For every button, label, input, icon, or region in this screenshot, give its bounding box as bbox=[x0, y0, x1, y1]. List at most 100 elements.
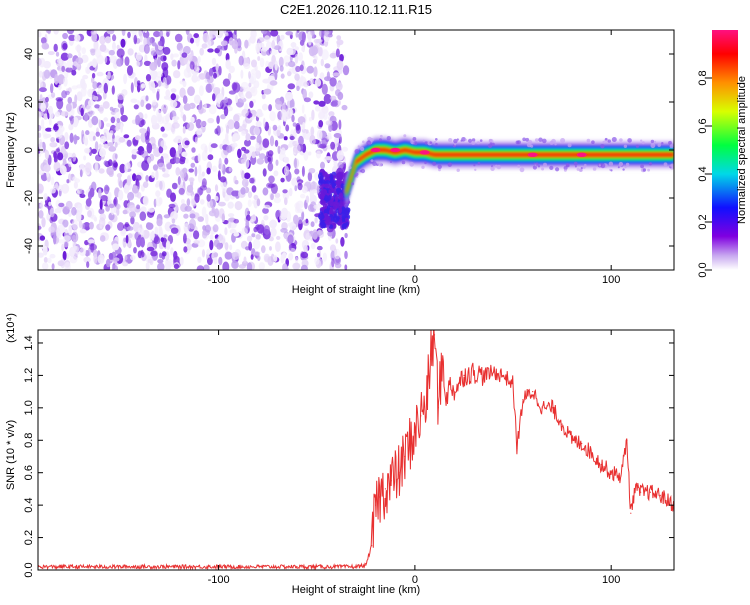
noise-speckle bbox=[302, 122, 306, 130]
signal-speckle bbox=[473, 164, 476, 167]
noise-speckle bbox=[232, 251, 240, 261]
signal-speckle bbox=[567, 143, 572, 148]
noise-speckle bbox=[143, 30, 150, 39]
noise-speckle bbox=[290, 42, 297, 48]
noise-speckle bbox=[246, 214, 251, 222]
snr-point bbox=[659, 494, 661, 496]
noise-speckle bbox=[157, 262, 165, 270]
noise-speckle bbox=[186, 198, 191, 207]
noise-speckle bbox=[262, 117, 266, 128]
noise-speckle bbox=[73, 181, 78, 189]
noise-speckle bbox=[135, 114, 141, 125]
noise-speckle bbox=[116, 253, 124, 264]
noise-speckle bbox=[288, 61, 296, 68]
noise-speckle bbox=[224, 194, 230, 202]
noise-speckle bbox=[313, 204, 319, 209]
noise-speckle bbox=[297, 216, 303, 224]
noise-speckle bbox=[161, 115, 169, 125]
snr-point bbox=[581, 442, 583, 445]
noise-speckle bbox=[201, 43, 208, 49]
noise-speckle bbox=[117, 93, 125, 101]
noise-speckle bbox=[116, 207, 120, 216]
noise-speckle bbox=[136, 204, 141, 210]
noise-speckle bbox=[40, 200, 43, 211]
noise-speckle bbox=[257, 113, 261, 118]
snr-plot-area bbox=[38, 330, 674, 570]
snr-panel: -100 0 100 0.0 0.2 0.4 0.6 0.8 1.0 1.2 1.4 Height … bbox=[5, 313, 675, 596]
noise-speckle bbox=[204, 224, 211, 233]
signal-band bbox=[346, 145, 674, 198]
noise-speckle bbox=[116, 44, 120, 50]
noise-speckle bbox=[146, 246, 155, 252]
signal-speckle bbox=[543, 162, 547, 167]
noise-speckle bbox=[248, 71, 251, 79]
noise-speckle bbox=[181, 151, 188, 158]
noise-speckle bbox=[150, 250, 158, 257]
noise-speckle bbox=[114, 108, 120, 119]
noise-speckle bbox=[214, 184, 219, 192]
signal-speckle bbox=[389, 160, 393, 163]
noise-speckle bbox=[206, 187, 212, 194]
noise-speckle bbox=[240, 158, 247, 164]
snr-point bbox=[512, 382, 514, 385]
noise-speckle bbox=[258, 262, 265, 270]
noise-speckle bbox=[43, 257, 48, 263]
noise-speckle bbox=[136, 150, 144, 155]
signal-speckle bbox=[496, 164, 502, 170]
noise-speckle bbox=[248, 241, 253, 251]
noise-speckle bbox=[192, 200, 196, 206]
noise-speckle bbox=[66, 179, 70, 184]
noise-speckle bbox=[100, 195, 108, 201]
noise-speckle bbox=[51, 92, 56, 98]
noise-speckle bbox=[124, 255, 128, 261]
noise-speckle bbox=[273, 197, 281, 204]
noise-speckle bbox=[295, 124, 301, 134]
noise-speckle bbox=[213, 252, 219, 258]
noise-speckle bbox=[150, 114, 158, 126]
snr-point bbox=[551, 407, 553, 409]
noise-speckle bbox=[324, 156, 333, 161]
noise-speckle bbox=[177, 143, 183, 154]
noise-speckle bbox=[201, 206, 207, 218]
noise-speckle bbox=[329, 77, 337, 87]
noise-speckle bbox=[126, 226, 134, 231]
noise-speckle bbox=[57, 74, 65, 85]
noise-speckle bbox=[124, 222, 129, 228]
noise-speckle bbox=[209, 234, 214, 241]
noise-speckle bbox=[107, 191, 112, 200]
noise-speckle bbox=[267, 156, 272, 162]
signal-speckle bbox=[401, 160, 406, 165]
noise-speckle bbox=[151, 99, 157, 106]
noise-speckle bbox=[241, 130, 246, 136]
noise-speckle bbox=[278, 111, 282, 119]
signal-speckle bbox=[429, 141, 433, 144]
noise-speckle bbox=[255, 70, 261, 80]
noise-speckle bbox=[266, 41, 272, 50]
noise-speckle bbox=[222, 78, 231, 87]
noise-speckle bbox=[160, 140, 166, 148]
snr-point bbox=[437, 407, 439, 409]
y-tick-label: 0.8 bbox=[23, 433, 35, 448]
noise-speckle bbox=[82, 134, 88, 145]
signal-speckle bbox=[412, 137, 417, 141]
noise-speckle bbox=[45, 96, 49, 103]
noise-speckle bbox=[336, 150, 344, 161]
noise-speckle bbox=[225, 32, 229, 37]
noise-speckle bbox=[50, 137, 56, 143]
signal-speckle bbox=[344, 203, 349, 208]
noise-speckle bbox=[49, 110, 54, 120]
noise-speckle bbox=[167, 262, 174, 268]
noise-speckle bbox=[175, 167, 181, 176]
noise-speckle bbox=[98, 188, 102, 199]
noise-speckle bbox=[106, 166, 114, 176]
noise-speckle bbox=[162, 67, 169, 78]
noise-speckle bbox=[218, 256, 223, 266]
noise-speckle bbox=[294, 73, 300, 81]
noise-speckle bbox=[130, 98, 138, 104]
noise-speckle bbox=[116, 117, 121, 124]
noise-speckle bbox=[162, 107, 167, 113]
noise-speckle bbox=[134, 77, 138, 88]
noise-speckle bbox=[197, 256, 202, 263]
noise-speckle bbox=[213, 257, 218, 265]
noise-speckle bbox=[156, 91, 160, 101]
